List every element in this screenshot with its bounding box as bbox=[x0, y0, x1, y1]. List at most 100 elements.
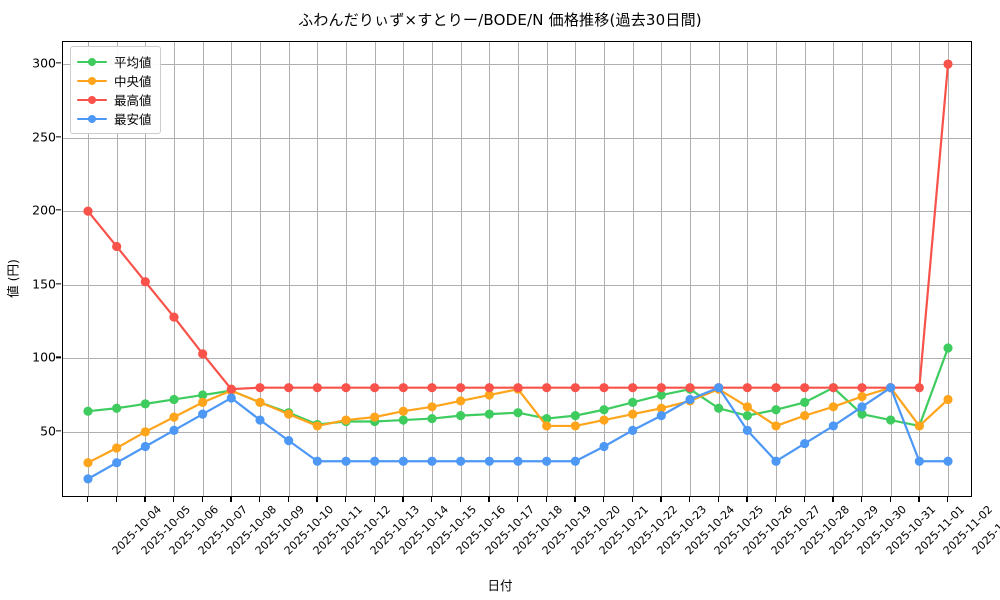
series-marker bbox=[828, 383, 838, 393]
gridline-horizontal bbox=[63, 284, 971, 286]
series-marker bbox=[341, 415, 351, 425]
series-marker bbox=[513, 383, 523, 393]
series-marker bbox=[771, 456, 781, 466]
x-axis-tick-mark bbox=[517, 497, 519, 502]
x-axis-tick-mark bbox=[316, 497, 318, 502]
series-marker bbox=[370, 412, 380, 422]
series-marker bbox=[284, 383, 294, 393]
gridline-vertical bbox=[804, 42, 806, 496]
series-marker bbox=[628, 425, 638, 435]
series-marker bbox=[427, 383, 437, 393]
series-marker bbox=[628, 409, 638, 419]
series-marker bbox=[656, 390, 666, 400]
series-marker bbox=[599, 415, 609, 425]
gridline-vertical bbox=[145, 42, 147, 496]
x-axis-tick-mark bbox=[631, 497, 633, 502]
legend-item[interactable]: 最高値 bbox=[77, 90, 152, 109]
series-marker bbox=[484, 409, 494, 419]
x-axis-tick-mark bbox=[660, 497, 662, 502]
series-marker bbox=[312, 456, 322, 466]
gridline-vertical bbox=[833, 42, 835, 496]
series-marker bbox=[599, 383, 609, 393]
y-axis-tick-label: 250 bbox=[32, 129, 56, 145]
series-marker bbox=[570, 421, 580, 431]
legend-swatch-icon bbox=[77, 112, 107, 126]
legend-label: 最安値 bbox=[114, 112, 152, 127]
y-axis-tick-label: 150 bbox=[32, 276, 56, 292]
series-marker bbox=[370, 456, 380, 466]
series-marker bbox=[83, 458, 93, 468]
y-axis-tick-label: 300 bbox=[32, 55, 56, 71]
gridline-vertical bbox=[575, 42, 577, 496]
series-marker bbox=[169, 312, 179, 322]
series-marker bbox=[112, 241, 122, 252]
legend-item[interactable]: 中央値 bbox=[77, 71, 152, 90]
series-marker bbox=[542, 383, 552, 393]
series-marker bbox=[140, 441, 150, 452]
series-marker bbox=[427, 456, 437, 466]
x-axis-tick-mark bbox=[87, 497, 89, 502]
plot-area bbox=[62, 41, 972, 497]
series-marker bbox=[140, 399, 150, 409]
series-marker bbox=[628, 397, 638, 407]
x-axis-tick-mark bbox=[287, 497, 289, 502]
x-axis-tick-mark bbox=[115, 497, 117, 502]
series-marker bbox=[914, 383, 924, 393]
series-marker bbox=[456, 383, 466, 393]
series-marker bbox=[456, 411, 466, 421]
y-axis-tick-mark bbox=[56, 356, 61, 358]
x-axis-tick-mark bbox=[459, 497, 461, 502]
gridline-vertical bbox=[661, 42, 663, 496]
series-marker bbox=[886, 383, 896, 393]
x-axis-tick-mark bbox=[173, 497, 175, 502]
series-marker bbox=[542, 456, 552, 466]
series-marker bbox=[742, 425, 752, 435]
y-axis-tick-label: 50 bbox=[40, 423, 56, 439]
series-marker bbox=[140, 277, 150, 287]
series-marker bbox=[112, 443, 122, 453]
series-marker bbox=[570, 411, 580, 421]
series-marker bbox=[169, 394, 179, 405]
series-marker bbox=[284, 409, 294, 419]
y-axis-tick-mark bbox=[56, 430, 61, 432]
series-marker bbox=[828, 402, 838, 412]
gridline-vertical bbox=[747, 42, 749, 496]
gridline-vertical bbox=[317, 42, 319, 496]
legend-item[interactable]: 最安値 bbox=[77, 109, 152, 128]
x-axis-tick-mark bbox=[488, 497, 490, 502]
gridline-vertical bbox=[88, 42, 89, 496]
series-marker bbox=[857, 383, 867, 393]
gridline-vertical bbox=[346, 42, 347, 496]
series-marker bbox=[771, 421, 781, 431]
legend-label: 中央値 bbox=[114, 74, 152, 89]
gridline-vertical bbox=[202, 42, 204, 496]
series-marker bbox=[427, 413, 437, 424]
x-axis-tick-mark bbox=[402, 497, 404, 502]
series-marker bbox=[857, 409, 867, 419]
gridline-vertical bbox=[174, 42, 175, 496]
x-axis-tick-mark bbox=[144, 497, 146, 502]
series-marker bbox=[685, 383, 695, 393]
gridline-vertical bbox=[460, 42, 462, 496]
series-marker bbox=[484, 456, 494, 466]
series-marker bbox=[484, 383, 494, 393]
series-marker bbox=[771, 383, 781, 393]
series-marker bbox=[341, 383, 351, 393]
legend-item[interactable]: 平均値 bbox=[77, 52, 152, 71]
y-axis-tick-label: 100 bbox=[32, 349, 56, 365]
legend-swatch-icon bbox=[77, 55, 107, 69]
series-marker bbox=[112, 458, 122, 468]
series-marker bbox=[169, 412, 179, 422]
series-marker bbox=[742, 383, 752, 393]
series-marker bbox=[800, 411, 810, 421]
x-axis-label: 日付 bbox=[487, 578, 513, 593]
series-marker bbox=[226, 393, 236, 403]
gridline-vertical bbox=[948, 42, 949, 496]
gridline-vertical bbox=[518, 42, 519, 496]
series-marker bbox=[341, 456, 351, 466]
legend-label: 平均値 bbox=[114, 55, 152, 70]
gridline-vertical bbox=[862, 42, 863, 496]
gridline-vertical bbox=[231, 42, 233, 496]
series-marker bbox=[714, 383, 724, 393]
